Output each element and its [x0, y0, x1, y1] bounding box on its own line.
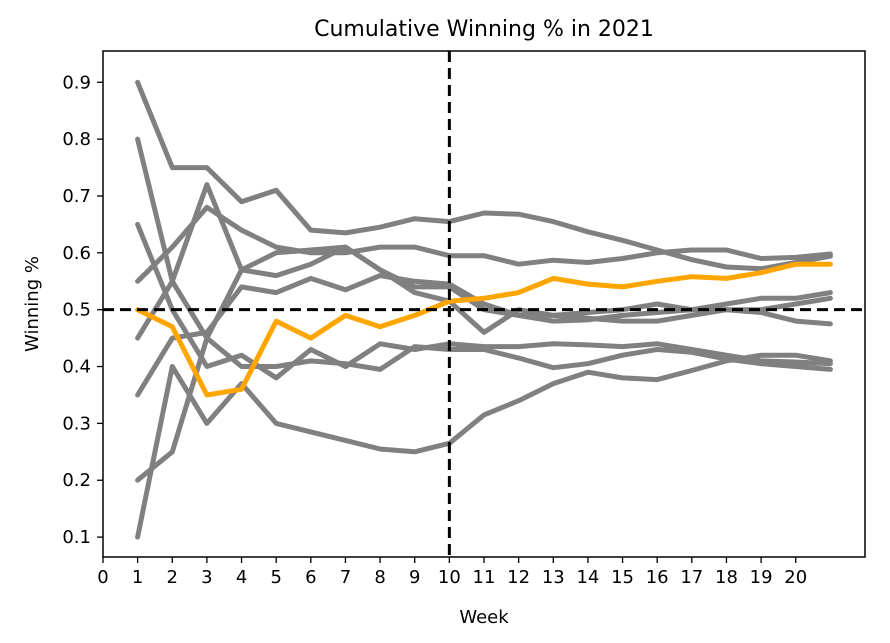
x-tick-label: 0 — [97, 567, 108, 588]
y-tick-label: 0.4 — [62, 357, 91, 378]
x-axis-ticks: 0 1 2 3 4 5 6 7 8 9 10 11 12 13 14 15 16 17 18 19 20 — [97, 557, 807, 588]
x-tick-label: 12 — [507, 567, 530, 588]
x-tick-label: 16 — [646, 567, 669, 588]
reference-lines — [103, 51, 865, 557]
y-tick-label: 0.1 — [62, 527, 91, 548]
x-tick-label: 17 — [680, 567, 703, 588]
x-tick-label: 8 — [374, 567, 385, 588]
x-tick-label: 20 — [784, 567, 807, 588]
x-tick-label: 14 — [576, 567, 599, 588]
x-tick-label: 7 — [340, 567, 351, 588]
x-tick-label: 3 — [201, 567, 212, 588]
y-axis-title: Winning % — [22, 256, 43, 352]
series-line-5 — [135, 182, 833, 341]
x-tick-label: 18 — [715, 567, 738, 588]
y-tick-label: 0.5 — [62, 300, 91, 321]
x-tick-label: 2 — [167, 567, 178, 588]
x-tick-label: 5 — [270, 567, 281, 588]
y-tick-label: 0.9 — [62, 72, 91, 93]
series-line-6 — [135, 273, 833, 398]
y-tick-label: 0.2 — [62, 470, 91, 491]
y-tick-label: 0.7 — [62, 186, 91, 207]
x-tick-label: 6 — [305, 567, 316, 588]
x-tick-label: 15 — [611, 567, 634, 588]
series-line-1 — [135, 79, 833, 272]
x-tick-label: 11 — [473, 567, 496, 588]
y-tick-label: 0.8 — [62, 129, 91, 150]
x-tick-label: 10 — [438, 567, 461, 588]
x-tick-label: 1 — [132, 567, 143, 588]
x-tick-label: 4 — [236, 567, 247, 588]
x-axis-title: Week — [459, 607, 509, 628]
y-tick-label: 0.6 — [62, 243, 91, 264]
x-tick-label: 9 — [409, 567, 420, 588]
series-lines — [135, 79, 833, 540]
y-axis-ticks: 0.1 0.2 0.3 0.4 0.5 0.6 0.7 0.8 0.9 — [62, 72, 103, 548]
x-tick-label: 13 — [542, 567, 565, 588]
series-line-8 — [135, 352, 833, 540]
y-tick-label: 0.3 — [62, 413, 91, 434]
chart-title: Cumulative Winning % in 2021 — [314, 17, 654, 42]
series-line-highlighted — [135, 261, 833, 398]
x-tick-label: 19 — [750, 567, 773, 588]
plot-area — [103, 51, 865, 557]
series-line-4 — [135, 204, 833, 284]
